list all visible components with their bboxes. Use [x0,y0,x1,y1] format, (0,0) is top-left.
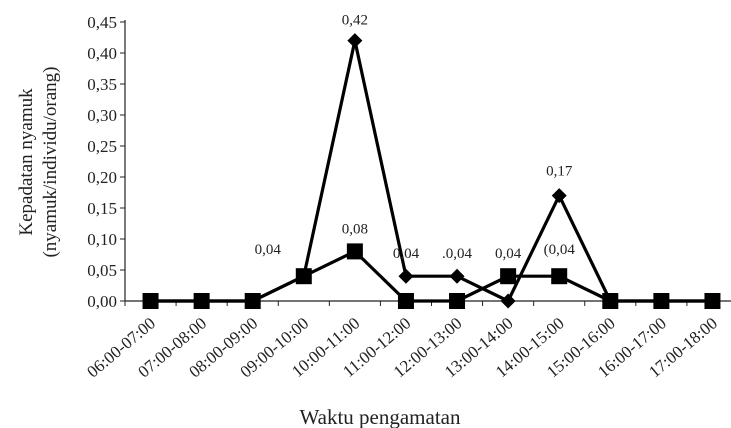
series-2-point [346,243,363,260]
series-1-point [347,33,363,49]
series-2-point [653,293,670,309]
series-1-point [500,293,516,309]
data-label: 0,17 [546,164,573,180]
series-2-point [295,268,312,285]
data-label: 0,08 [342,221,368,237]
series-2-point [602,293,619,309]
x-axis-label: Waktu pengamatan [300,405,461,428]
series-2-point [193,293,210,309]
series-1-point [398,268,414,284]
data-label: 0,04 [495,246,522,262]
data-label: 0,04 [255,242,282,258]
y-tick-label: 0,20 [87,168,117,187]
y-tick-label: 0,35 [87,75,117,94]
y-tick-label: 0,30 [87,106,117,125]
y-axis-label-line1: Kepadatan nyamuk [16,88,37,236]
series-2-line [150,249,713,303]
plot-area: 0,00 0,05 0,10 0,15 0,20 0,25 0,30 0,35 0,40 0,45… [83,13,731,381]
y-tick-label: 0,10 [87,230,117,249]
series-2-point [449,293,466,309]
series-2-point [551,268,568,285]
series-2-point [704,293,721,309]
y-axis-label-line2: (nyamuk/individu/orang) [40,66,61,257]
y-tick-label: 0,40 [87,44,117,63]
y-tick-label: 0,05 [87,261,117,280]
y-tick-label: 0,45 [87,13,117,32]
y-axis-label: Kepadatan nyamuk (nyamuk/individu/orang) [16,66,61,257]
series-2-point [397,293,414,309]
data-label: 0,42 [342,13,368,29]
series-2-point [244,293,261,309]
data-label: .0,04 [442,246,473,262]
data-label: (0,04 [544,242,576,258]
y-tick-label: 0,25 [87,137,117,156]
y-tick-label: 0,15 [87,199,117,218]
series-1-point [449,268,465,284]
y-tick-label: 0,00 [87,292,117,311]
series-2-point [500,268,517,285]
series-1-line [150,38,713,303]
series-2-point [142,293,159,309]
series-1-point [551,188,567,204]
data-label: 0,04 [393,246,420,262]
